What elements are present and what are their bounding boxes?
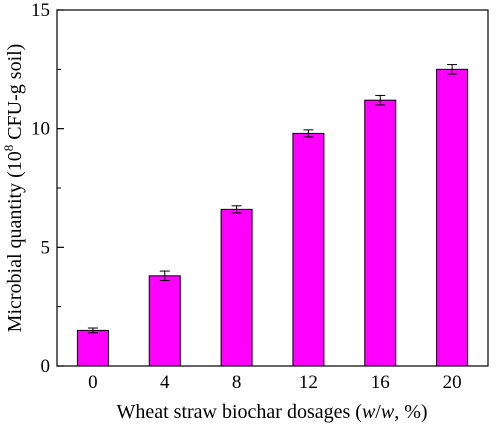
bar: [436, 68, 469, 367]
bar-series: [76, 68, 469, 367]
plot-frame: [56, 9, 489, 367]
x-tick-label: 16: [371, 372, 390, 393]
y-title-part-1: Microbial quantity (10: [4, 151, 26, 332]
y-title-superscript: 8: [1, 145, 16, 152]
y-axis-title: Microbial quantity (108 CFU-g soil): [1, 44, 26, 333]
x-tick-label: 0: [88, 372, 98, 393]
y-title-part-2: CFU-g soil): [4, 44, 26, 145]
x-tick-label: 8: [232, 372, 242, 393]
x-tick-label: 12: [299, 372, 318, 393]
y-tick-label: 10: [31, 119, 50, 140]
x-title-slash: /: [375, 401, 381, 423]
y-tick-label: 5: [41, 237, 51, 258]
bar: [292, 132, 325, 367]
x-axis-title: Wheat straw biochar dosages (w/w, %): [116, 401, 427, 423]
x-title-italic-w1: w: [362, 401, 376, 423]
x-tick-label: 4: [160, 372, 170, 393]
bar: [148, 275, 181, 367]
error-bars: [87, 64, 458, 334]
y-axis: 0 5 10 15: [31, 0, 64, 377]
x-title-part-end: , %): [394, 401, 427, 423]
x-tick-label: 20: [443, 372, 462, 393]
x-title-italic-w2: w: [381, 401, 395, 423]
bar: [220, 208, 253, 367]
bar: [364, 99, 397, 367]
y-tick-label: 0: [41, 356, 51, 377]
y-tick-label: 15: [31, 0, 50, 21]
x-axis: 0 4 8 12 16 20: [88, 360, 462, 393]
x-title-part-1: Wheat straw biochar dosages (: [116, 401, 362, 423]
bar: [76, 329, 109, 367]
